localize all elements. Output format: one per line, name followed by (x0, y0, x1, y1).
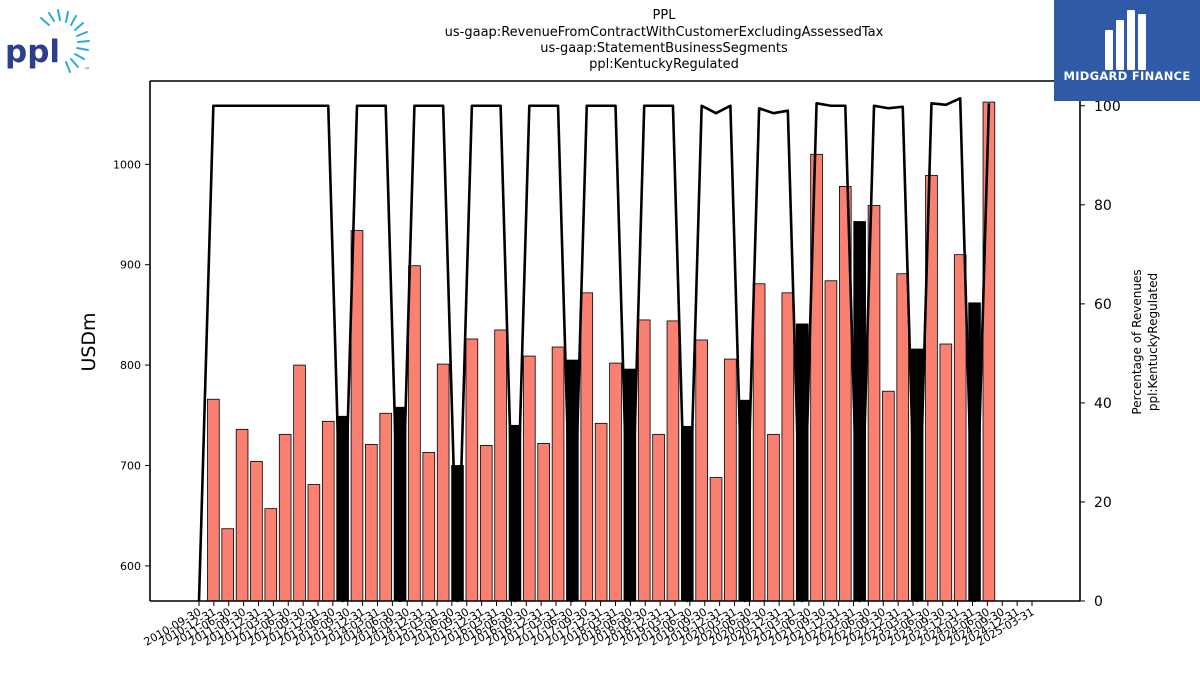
y-tick-label: 600 (120, 560, 141, 573)
x-ticks-layer: 2010-09-302010-12-312011-06-302011-09-30… (142, 601, 1037, 649)
line-layer (197, 97, 991, 603)
y2-tick-label: 100 (1094, 99, 1121, 115)
sunburst-icon (40, 9, 90, 73)
quarter-bar (408, 265, 421, 602)
y-tick-label: 1000 (113, 158, 141, 171)
ppl-logo-text: ppl (5, 34, 60, 70)
y2-axis-label-line-2: ppl:KentuckyRegulated (1146, 273, 1160, 411)
quarter-bar (594, 422, 608, 602)
axes-layer: 600 700 800 900 1000 0 20 40 60 80 100 (113, 80, 1121, 610)
y2-tick-label: 60 (1094, 297, 1112, 313)
quarter-bar (293, 364, 306, 602)
quarter-bar (465, 338, 479, 602)
y-axis-label: USDm (78, 312, 100, 371)
chart-title-line-1: PPL (652, 8, 676, 23)
quarter-bar (666, 320, 680, 602)
y-tick-label: 900 (120, 259, 141, 272)
quarter-bar (695, 339, 708, 602)
y2-tick-label: 80 (1094, 198, 1112, 214)
quarter-bar (551, 346, 565, 602)
y2-tick-label: 20 (1094, 495, 1112, 511)
quarter-bar (896, 273, 910, 602)
y2-axis-label-line-1: Percentage of Revenues (1130, 269, 1144, 414)
quarter-bar (307, 484, 321, 602)
midgard-finance-logo: MIDGARD FINANCE (1054, 0, 1200, 101)
quarter-bar (824, 280, 838, 602)
quarter-bar (278, 433, 292, 602)
quarter-bar (207, 398, 220, 602)
quarter-bar (365, 443, 378, 602)
chart-title-line-2: us-gaap:RevenueFromContractWithCustomerE… (444, 25, 884, 40)
quarter-bar (537, 442, 550, 602)
y-tick-label: 800 (120, 359, 141, 372)
quarter-bar (781, 292, 795, 602)
quarter-bar (221, 528, 235, 602)
percentage-line (197, 97, 991, 603)
quarter-bar (494, 329, 507, 602)
annual-bar (853, 221, 866, 602)
quarter-bar (250, 461, 263, 602)
quarter-bar (264, 508, 278, 602)
quarter-bar (939, 343, 953, 602)
y2-tick-label: 0 (1094, 594, 1103, 610)
quarter-bar (523, 355, 536, 602)
quarter-bar (752, 283, 766, 602)
quarter-bar (724, 358, 737, 602)
quarter-bar (637, 319, 651, 602)
ppl-logo: ppl ™ (4, 6, 96, 76)
ppl-logo-tm: ™ (84, 67, 90, 74)
quarter-bar (953, 254, 967, 602)
quarter-bar (709, 477, 723, 602)
bars-layer (207, 101, 996, 602)
y2-tick-label: 40 (1094, 396, 1112, 412)
chart-title-line-3: us-gaap:StatementBusinessSegments (540, 41, 788, 56)
quarter-bar (609, 362, 622, 602)
quarter-bar (479, 445, 493, 602)
midgard-finance-text: MIDGARD FINANCE (1063, 69, 1191, 83)
y-tick-label: 700 (120, 459, 141, 472)
quarter-bar (235, 428, 249, 602)
quarter-bar (652, 433, 665, 602)
quarter-bar (321, 420, 335, 602)
midgard-mark-icon (1105, 10, 1146, 70)
quarter-bar (982, 101, 996, 602)
chart-title-line-4: ppl:KentuckyRegulated (589, 57, 739, 72)
quarter-bar (882, 390, 895, 602)
quarter-bar (436, 363, 450, 602)
quarter-bar (422, 452, 436, 602)
quarter-bar (580, 292, 594, 602)
quarter-bar (379, 412, 392, 602)
quarter-bar (767, 433, 780, 602)
